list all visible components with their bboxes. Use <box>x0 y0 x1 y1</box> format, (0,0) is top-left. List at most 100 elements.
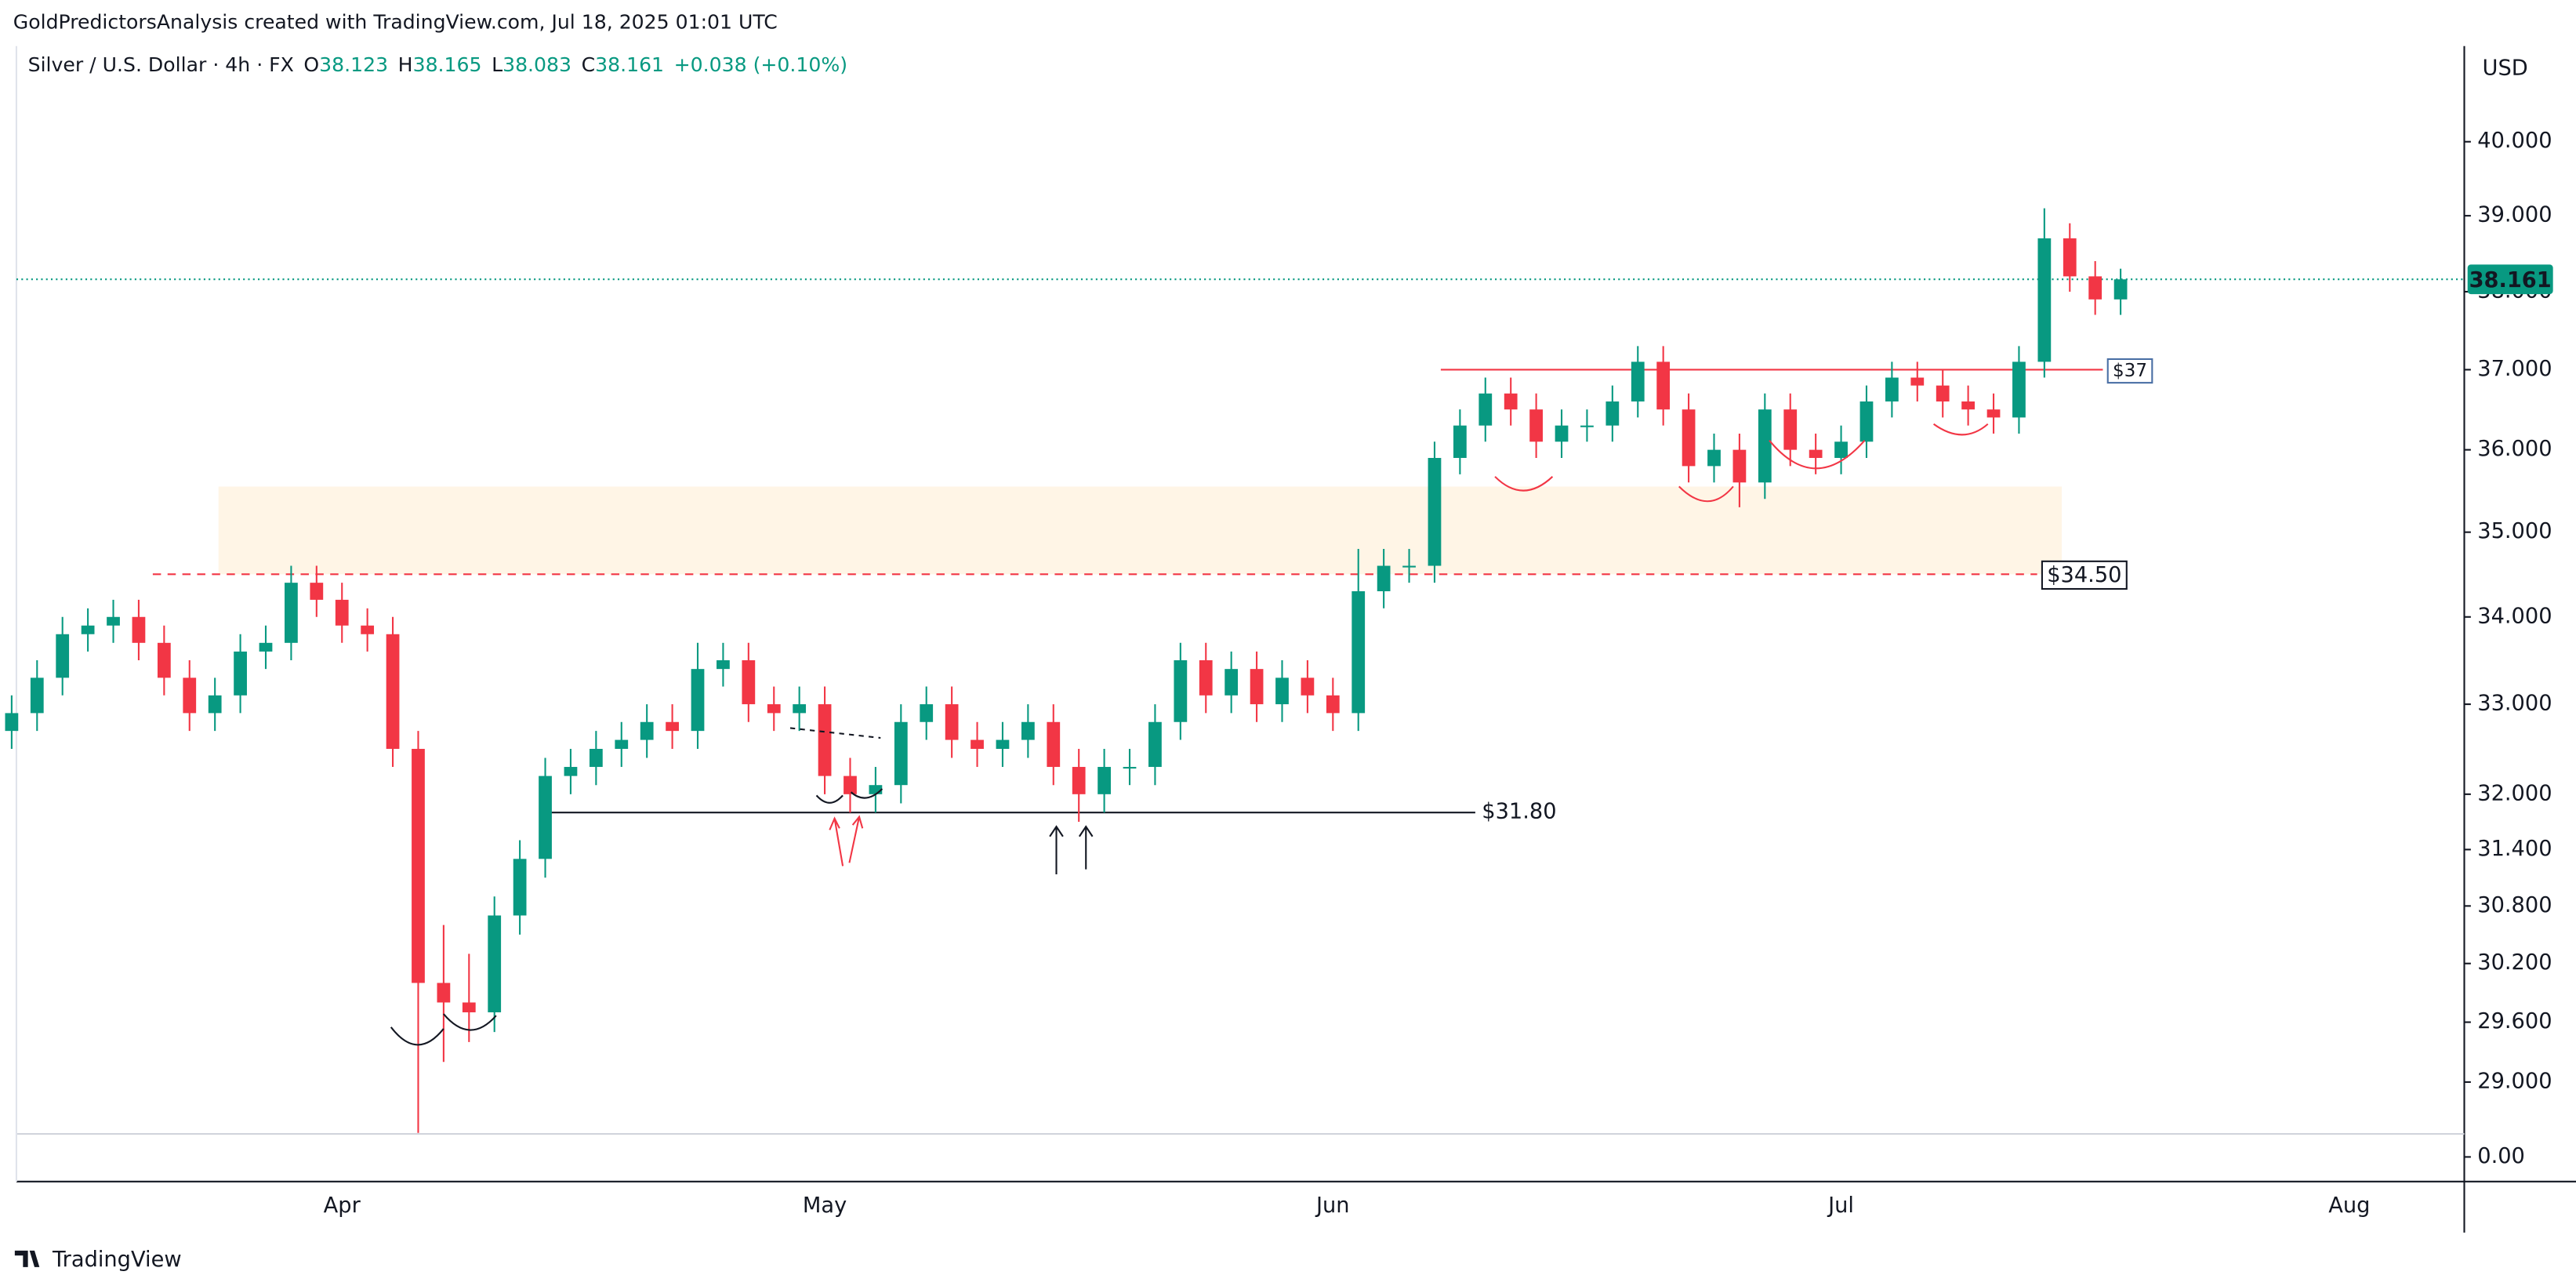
bottom-arc <box>1494 476 1554 492</box>
level-label-box <box>2106 358 2153 384</box>
ohlc-key: O <box>303 53 319 76</box>
last-price-badge <box>2467 264 2553 295</box>
candle-body <box>767 704 781 714</box>
candle-body <box>1148 721 1162 768</box>
bottom-arc <box>1932 423 1989 436</box>
candle-body <box>437 983 451 1003</box>
ohlc-value: 38.123 <box>319 53 388 76</box>
candle-body <box>513 859 527 916</box>
candle-body <box>1275 678 1289 705</box>
bottom-arc <box>390 1026 444 1046</box>
candle-body <box>1656 361 1671 410</box>
candle-body <box>1072 767 1086 794</box>
candle-body <box>1910 377 1925 386</box>
arrow <box>1049 825 1064 874</box>
candle-body <box>56 634 70 678</box>
symbol: Silver / U.S. Dollar · 4h · FX <box>28 53 294 76</box>
candle-body <box>132 616 146 643</box>
y-tick-label: 30.200 <box>2477 950 2552 975</box>
y-tick-label: 36.000 <box>2477 437 2552 461</box>
arrow <box>848 815 864 863</box>
candle-body <box>1478 393 1493 426</box>
candle-body <box>717 660 730 670</box>
y-tick-label: 31.400 <box>2477 837 2552 861</box>
candle-body <box>2037 238 2052 362</box>
candle-body <box>2012 361 2026 418</box>
credit: GoldPredictorsAnalysis created with Trad… <box>13 10 778 33</box>
candle-body <box>1783 409 1798 450</box>
level-label: $37 <box>2113 361 2147 381</box>
x-tick-label: Jul <box>1827 1193 1854 1218</box>
y-tick-label: 30.800 <box>2477 893 2552 917</box>
candle-body <box>1859 401 1874 442</box>
candle-body <box>1707 449 1721 467</box>
level-label-box <box>2041 560 2128 590</box>
candle-body <box>894 721 908 786</box>
y-tick-label: 29.000 <box>2477 1069 2552 1093</box>
candle-body <box>1580 425 1594 427</box>
red-drawings <box>829 423 1989 866</box>
candle-body <box>208 695 222 714</box>
candle-body <box>81 625 95 634</box>
ohlc-value: 38.083 <box>503 53 571 76</box>
bottom-arc <box>443 1013 497 1031</box>
y-tick-label: 39.000 <box>2477 203 2552 227</box>
candle-body <box>1682 409 1696 467</box>
candle-body <box>1199 660 1213 696</box>
level-label: $34.50 <box>2047 563 2121 587</box>
candle-body <box>1961 401 1975 410</box>
candle-body <box>844 776 857 794</box>
candle-body <box>589 749 603 768</box>
candle-body <box>30 678 44 714</box>
candle-body <box>310 583 324 600</box>
ohlc-key: C <box>582 53 596 76</box>
candle-body <box>818 704 832 776</box>
candle-body <box>1021 721 1035 740</box>
candle-body <box>971 739 984 750</box>
candle-body <box>1123 767 1137 769</box>
drawings <box>390 727 1094 1046</box>
candle-body <box>234 651 247 696</box>
candle-body <box>539 776 552 859</box>
candle-body <box>1428 457 1442 566</box>
arrow <box>1078 825 1094 870</box>
candle-body <box>285 583 298 643</box>
change: +0.038 (+0.10%) <box>674 53 847 76</box>
candle-body <box>1809 449 1823 458</box>
ohlc-value: 38.165 <box>413 53 482 76</box>
candle-body <box>1402 565 1416 568</box>
y-tick-label: 35.000 <box>2477 519 2552 543</box>
candle-body <box>335 599 349 626</box>
candle-body <box>1047 721 1061 768</box>
candle-body <box>5 713 19 732</box>
y-tick-label: 0.00 <box>2477 1144 2525 1168</box>
candle-body <box>2063 238 2077 277</box>
x-tick-label: Jun <box>1315 1193 1350 1218</box>
candle-body <box>1986 409 2001 418</box>
y-tick-label: 32.000 <box>2477 781 2552 805</box>
candle-body <box>996 739 1010 750</box>
candle-body <box>1098 767 1111 794</box>
candle-body <box>1555 425 1569 442</box>
candle-body <box>1504 393 1518 410</box>
candle-body <box>1885 377 1899 401</box>
candle-body <box>412 749 425 983</box>
candle-body <box>1834 441 1848 458</box>
logo-text: TradingView <box>52 1248 182 1272</box>
legend: Silver / U.S. Dollar · 4h · FX O38.123 H38… <box>28 53 847 76</box>
x-tick-label: Apr <box>324 1193 361 1218</box>
bottom-arc <box>850 788 883 799</box>
candle-body <box>691 669 705 732</box>
candle-body <box>2088 276 2103 300</box>
candle-body <box>1174 660 1188 722</box>
y-tick-label: 37.000 <box>2477 357 2552 381</box>
candle-body <box>1225 669 1239 696</box>
candle-body <box>1250 669 1264 705</box>
candle-body <box>1529 409 1543 442</box>
candle-body <box>1453 425 1467 458</box>
candle-body <box>1631 361 1645 401</box>
x-tick-label: Aug <box>2328 1193 2370 1218</box>
candle-body <box>2113 279 2128 300</box>
